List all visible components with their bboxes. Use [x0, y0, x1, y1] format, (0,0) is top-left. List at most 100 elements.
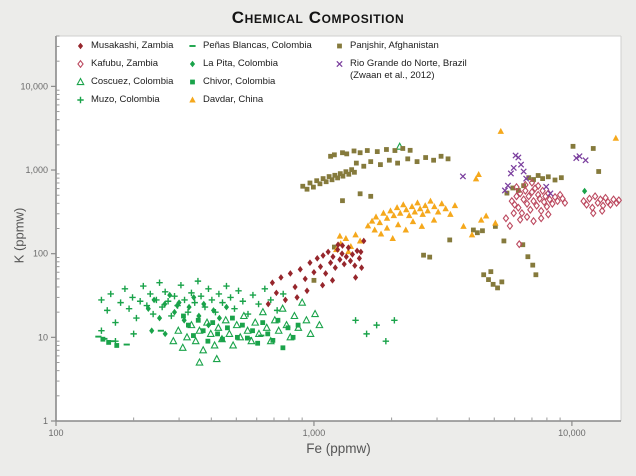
data-point — [328, 259, 334, 267]
legend-item: Panjshir, Afghanistan — [335, 40, 472, 52]
data-point — [431, 203, 438, 210]
legend-column-2: Peñas Blancas, Colombia La Pita, Colombia… — [188, 40, 312, 106]
legend-marker — [76, 77, 85, 86]
data-point — [107, 290, 114, 298]
data-point — [470, 227, 476, 233]
data-point — [400, 146, 406, 151]
data-point — [317, 181, 323, 187]
data-point — [364, 222, 372, 229]
data-point — [174, 302, 180, 309]
data-point — [225, 325, 230, 331]
data-point — [561, 198, 569, 208]
data-point — [522, 180, 529, 190]
data-point — [495, 285, 500, 291]
data-point — [295, 322, 301, 328]
data-point — [332, 264, 338, 271]
data-point — [525, 192, 532, 201]
data-point — [486, 277, 491, 283]
data-point — [176, 299, 182, 306]
data-point — [304, 287, 310, 295]
data-point — [342, 234, 350, 241]
data-point — [394, 221, 402, 228]
data-point — [239, 311, 249, 320]
data-point — [275, 317, 281, 323]
data-point — [558, 175, 564, 181]
data-point — [285, 325, 291, 331]
data-point — [339, 242, 346, 249]
data-point — [373, 321, 380, 329]
legend-label: Muzo, Colombia — [91, 94, 160, 105]
diamond-marker-icon — [189, 60, 196, 68]
data-point — [325, 248, 331, 256]
data-point — [539, 186, 546, 195]
data-point — [387, 207, 394, 214]
data-point — [525, 254, 531, 260]
data-point — [231, 305, 238, 312]
data-point — [513, 192, 520, 201]
data-point — [140, 282, 147, 290]
data-point — [352, 317, 359, 324]
data-point — [317, 263, 324, 270]
data-point — [361, 237, 367, 245]
data-point — [162, 300, 168, 308]
legend-marker — [77, 42, 84, 50]
data-point — [336, 232, 344, 239]
data-point — [280, 290, 287, 298]
data-point — [474, 230, 480, 236]
data-point — [311, 277, 317, 283]
data-point — [422, 202, 429, 209]
data-point — [171, 308, 178, 316]
data-point — [419, 210, 426, 217]
data-point — [320, 252, 326, 259]
data-point — [260, 320, 266, 326]
data-point — [346, 171, 352, 177]
data-point — [278, 304, 287, 312]
data-point — [546, 195, 553, 204]
data-point — [583, 200, 590, 209]
data-point — [302, 315, 311, 324]
legend-item: La Pita, Colombia — [188, 58, 312, 70]
data-point — [161, 288, 169, 296]
data-point — [195, 317, 201, 323]
legend-label: Rio Grande do Norte, Brazil (Zwaan et al… — [350, 58, 467, 81]
data-point — [287, 270, 293, 277]
data-point — [409, 218, 417, 225]
legend-label: Peñas Blancas, Colombia — [203, 40, 312, 51]
data-point — [451, 202, 459, 209]
data-point — [594, 198, 602, 208]
data-point — [310, 309, 320, 318]
data-point — [545, 210, 552, 219]
data-point — [206, 329, 215, 337]
data-point — [504, 182, 512, 189]
data-point — [244, 335, 250, 341]
data-point — [210, 307, 217, 314]
data-point — [393, 204, 401, 211]
data-point — [576, 153, 583, 160]
data-point — [121, 285, 129, 293]
data-point — [427, 197, 434, 204]
data-point — [363, 330, 370, 338]
data-point — [358, 248, 364, 256]
legend-item: Coscuez, Colombia — [76, 76, 173, 88]
data-point — [590, 146, 596, 151]
y-tick-label: 1 — [43, 416, 48, 426]
legend-label: La Pita, Colombia — [203, 58, 278, 69]
data-point — [178, 343, 187, 351]
data-point — [331, 152, 337, 158]
data-point — [510, 208, 518, 218]
data-point — [106, 340, 112, 345]
chart-title: Chemical Composition — [231, 8, 405, 27]
data-point — [210, 340, 219, 349]
legend-marker — [77, 59, 84, 68]
data-point — [215, 290, 223, 298]
data-point — [586, 194, 593, 203]
legend-item: Davdar, China — [188, 94, 312, 106]
data-point — [98, 296, 105, 304]
data-point — [477, 216, 485, 223]
data-point — [357, 150, 363, 156]
data-point — [523, 199, 531, 208]
data-point — [357, 191, 363, 197]
square-marker-icon — [190, 79, 195, 85]
data-point — [349, 251, 356, 258]
data-point — [307, 259, 313, 267]
